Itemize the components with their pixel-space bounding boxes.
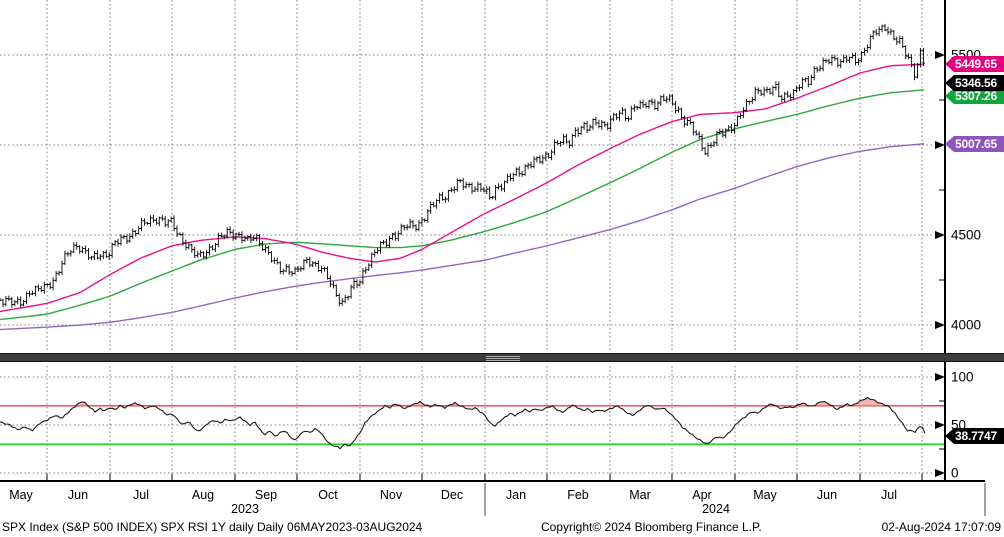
rsi-tag-last: 38.7747 <box>945 428 1004 444</box>
rsi-series <box>0 396 926 450</box>
month-label: Jun <box>817 488 837 502</box>
moving-average-lines <box>0 63 925 331</box>
panel-splitter[interactable] <box>0 353 1004 362</box>
month-label: Jun <box>68 488 88 502</box>
month-label: Dec <box>441 488 463 502</box>
splitter-grip-icon <box>486 356 520 361</box>
year-label: 2023 <box>231 502 259 516</box>
grid-layer <box>0 0 934 481</box>
price-tag-ma50: 5449.65 <box>945 56 1004 72</box>
footer-bar: SPX Index (S&P 500 INDEX) SPX RSI 1Y dai… <box>0 518 1004 537</box>
year-label: 2024 <box>702 502 730 516</box>
month-label: May <box>9 488 33 502</box>
price-tag-last: 5346.56 <box>945 75 1004 91</box>
axes-layer <box>0 0 986 516</box>
y-axis-tick-label: 4500 <box>951 228 981 243</box>
y-axis-tick-label: 0 <box>951 466 959 481</box>
month-label: Sep <box>255 488 277 502</box>
month-label: Oct <box>318 488 338 502</box>
axis-labels: 5500500045004000100500MayJunJulAugSepOct… <box>9 48 981 517</box>
timestamp: 02-Aug-2024 17:07:09 <box>881 520 1001 534</box>
month-label: Jul <box>881 488 897 502</box>
security-description: SPX Index (S&P 500 INDEX) SPX RSI 1Y dai… <box>2 520 423 534</box>
y-axis-tick-label: 100 <box>951 370 974 385</box>
price-tag-ma200: 5007.65 <box>945 136 1004 152</box>
price-ohlc-bars <box>0 23 925 308</box>
copyright-text: Copyright© 2024 Bloomberg Finance L.P. <box>541 520 762 534</box>
month-label: Aug <box>192 488 214 502</box>
month-label: Nov <box>380 488 403 502</box>
y-axis-tick-label: 4000 <box>951 318 981 333</box>
month-label: May <box>753 488 777 502</box>
month-label: Jul <box>133 488 149 502</box>
month-label: Feb <box>567 488 589 502</box>
month-label: Apr <box>692 488 711 502</box>
month-label: Jan <box>506 488 526 502</box>
price-tag-ma100: 5307.26 <box>945 88 1004 104</box>
month-label: Mar <box>629 488 651 502</box>
